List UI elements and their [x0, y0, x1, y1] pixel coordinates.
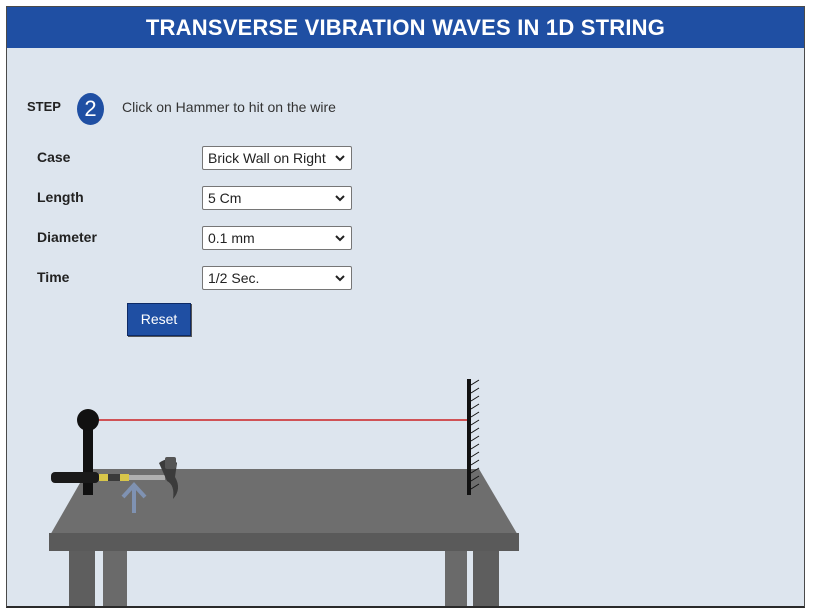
case-select-value: Brick Wall on Right	[208, 150, 326, 166]
length-label: Length	[37, 189, 84, 205]
chevron-down-icon	[335, 195, 345, 202]
chevron-down-icon	[335, 155, 345, 162]
table-top	[49, 469, 519, 537]
case-select[interactable]: Brick Wall on Right	[202, 146, 352, 170]
table-leg-left-inner	[103, 551, 127, 606]
brick-wall	[467, 379, 480, 495]
clamp-post	[83, 423, 93, 495]
step-number-badge: 2	[77, 93, 104, 125]
case-label: Case	[37, 149, 71, 165]
length-select[interactable]: 5 Cm	[202, 186, 352, 210]
hammer-icon[interactable]	[51, 457, 179, 499]
step-instruction: Click on Hammer to hit on the wire	[122, 99, 336, 115]
diameter-select[interactable]: 0.1 mm	[202, 226, 352, 250]
clamp-knob	[77, 409, 99, 431]
table-leg-left-outer	[69, 551, 95, 606]
app-frame: TRANSVERSE VIBRATION WAVES IN 1D STRING …	[6, 6, 805, 608]
reset-button[interactable]: Reset	[127, 303, 191, 336]
page-title: TRANSVERSE VIBRATION WAVES IN 1D STRING	[7, 7, 804, 48]
table-leg-right-inner	[445, 551, 467, 606]
time-select-value: 1/2 Sec.	[208, 270, 260, 286]
experiment-scene	[49, 379, 519, 606]
length-select-value: 5 Cm	[208, 190, 242, 206]
arrow-up-icon	[121, 482, 147, 513]
chevron-down-icon	[335, 235, 345, 242]
time-label: Time	[37, 269, 70, 285]
diameter-label: Diameter	[37, 229, 97, 245]
diameter-select-value: 0.1 mm	[208, 230, 255, 246]
time-select[interactable]: 1/2 Sec.	[202, 266, 352, 290]
table-edge	[49, 533, 519, 551]
chevron-down-icon	[335, 275, 345, 282]
table-leg-right-outer	[473, 551, 499, 606]
step-label: STEP	[27, 99, 61, 114]
